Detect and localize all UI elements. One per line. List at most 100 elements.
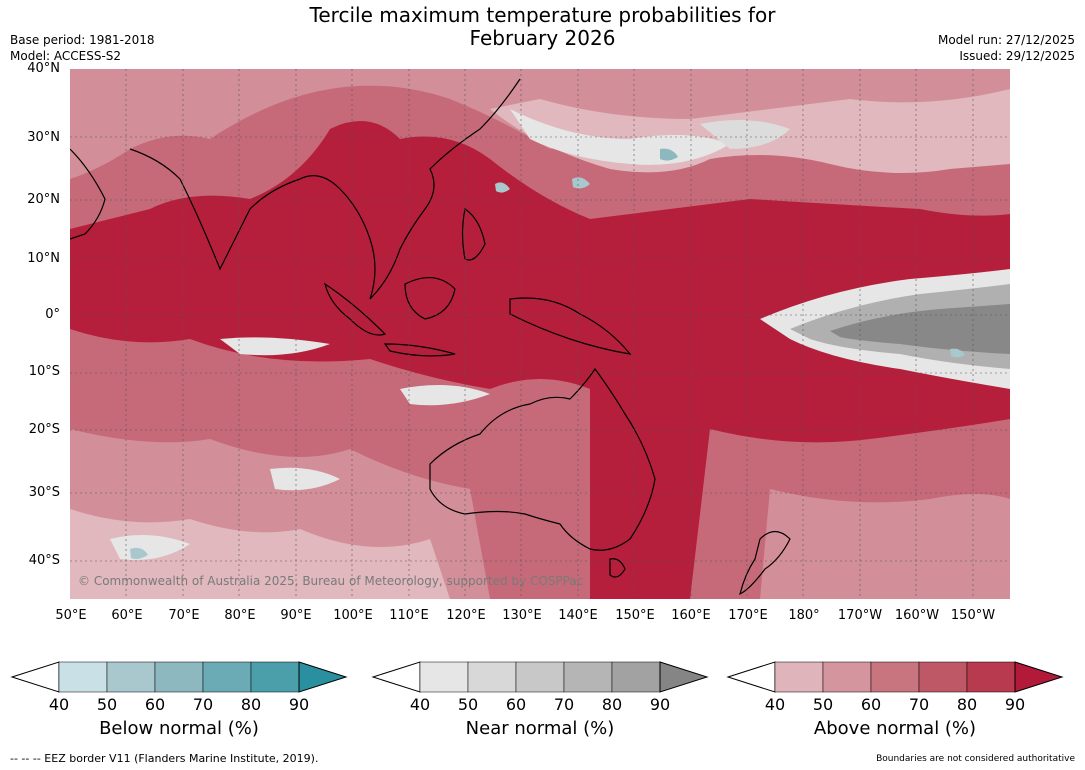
legend-swatch (966, 661, 1016, 693)
legend-tick: 80 (601, 695, 623, 714)
legend-near-normal-bar (371, 661, 709, 693)
java-outline (383, 343, 456, 357)
map-title: Tercile maximum temperature probabilitie… (0, 4, 1085, 50)
australia-outline (429, 367, 656, 551)
legend-swatch (774, 661, 824, 693)
legend-tick: 80 (956, 695, 978, 714)
lon-label: 180° (788, 608, 820, 623)
new-zealand-outline (739, 530, 791, 596)
legend-swatch (918, 661, 968, 693)
lon-label: 140°E (558, 608, 598, 623)
legend-title-below-normal: Below normal (%) (99, 718, 259, 739)
legend-swatch (659, 661, 709, 693)
lon-label: 110°E (389, 608, 429, 623)
meta-right: Model run: 27/12/2025 Issued: 29/12/2025 (938, 32, 1075, 64)
legend-tick: 90 (1004, 695, 1026, 714)
new-guinea-outline (509, 297, 632, 355)
eez-border-note: -- -- -- EEZ border V11 (Flanders Marine… (10, 752, 319, 765)
lat-label: 20°S (28, 422, 60, 437)
legend-above-normal-bar (726, 661, 1064, 693)
coastlines (70, 78, 791, 596)
legend-tick: 90 (288, 695, 310, 714)
sumatra-outline (324, 282, 387, 336)
legend-tick: 60 (505, 695, 527, 714)
legend-tick: 50 (96, 695, 118, 714)
legend-swatch (870, 661, 920, 693)
tasmania-outline (609, 558, 626, 578)
legend-area: 40 50 60 70 80 90 Below normal (%) 40 50… (0, 655, 1085, 755)
lon-label: 100°E (333, 608, 373, 623)
map-title-line2: February 2026 (469, 26, 616, 50)
legend-swatch (1014, 661, 1064, 693)
legend-swatch (154, 661, 204, 693)
legend-swatch (58, 661, 108, 693)
legend-tick: 60 (144, 695, 166, 714)
legend-swatch (298, 661, 348, 693)
lat-label: 20°N (27, 192, 60, 207)
legend-tick: 50 (812, 695, 834, 714)
legend-tick: 90 (649, 695, 671, 714)
lon-label: 150°W (950, 608, 996, 623)
southeast-asia-outline (339, 78, 521, 300)
lat-label: 30°N (27, 130, 60, 145)
legend-tick: 80 (240, 695, 262, 714)
graticule (70, 69, 1010, 599)
legend-tick: 40 (409, 695, 431, 714)
base-period-text: Base period: 1981-2018 (10, 33, 155, 47)
legend-swatch (563, 661, 613, 693)
lon-label: 130°E (502, 608, 542, 623)
legend-swatch (250, 661, 300, 693)
legend-swatch (467, 661, 517, 693)
legend-swatch (419, 661, 469, 693)
meta-left: Base period: 1981-2018 Model: ACCESS-S2 (10, 32, 155, 64)
legend-swatch (611, 661, 661, 693)
lon-label: 170°E (728, 608, 768, 623)
lat-label: 40°N (27, 61, 60, 76)
lat-label: 10°N (27, 251, 60, 266)
lat-label: 10°S (28, 364, 60, 379)
indian-subcontinent-outline (129, 148, 341, 271)
legend-swatch (822, 661, 872, 693)
legend-title-above-normal: Above normal (%) (813, 718, 977, 739)
borneo-outline (404, 277, 456, 320)
lon-label: 60°E (111, 608, 143, 623)
legend-tick: 70 (192, 695, 214, 714)
copyright-text: © Commonwealth of Australia 2025, Bureau… (78, 574, 584, 588)
boundaries-disclaimer: Boundaries are not considered authoritat… (876, 754, 1075, 764)
lat-label: 30°S (28, 485, 60, 500)
lon-label: 50°E (55, 608, 87, 623)
philippines-outline (461, 208, 486, 261)
lon-label: 170°W (837, 608, 883, 623)
legend-swatch (106, 661, 156, 693)
model-run-text: Model run: 27/12/2025 (937, 33, 1075, 47)
legend-swatch (202, 661, 252, 693)
above-normal-field (70, 69, 1010, 599)
legend-tick: 50 (457, 695, 479, 714)
lat-label: 40°S (28, 553, 60, 568)
legend-tick: 40 (764, 695, 786, 714)
legend-tick: 70 (908, 695, 930, 714)
lon-label: 160°E (671, 608, 711, 623)
legend-tick: 70 (553, 695, 575, 714)
lon-label: 80°E (224, 608, 256, 623)
legend-tick: 40 (48, 695, 70, 714)
legend-below-normal-bar (10, 661, 348, 693)
below-normal-field (130, 148, 965, 559)
lat-label: 0° (45, 307, 60, 322)
lon-label: 150°E (615, 608, 655, 623)
legend-swatch (515, 661, 565, 693)
arabia-outline (70, 148, 106, 240)
lon-label: 120°E (446, 608, 486, 623)
map-title-line1: Tercile maximum temperature probabilitie… (309, 3, 776, 27)
legend-colorbars (10, 661, 1064, 693)
probability-map (70, 69, 1010, 599)
lon-label: 70°E (168, 608, 200, 623)
issued-text: Issued: 29/12/2025 (959, 49, 1075, 63)
legend-title-near-normal: Near normal (%) (465, 718, 615, 739)
legend-tick: 60 (860, 695, 882, 714)
near-normal-field (110, 109, 1010, 560)
map-canvas (70, 69, 1010, 599)
lon-label: 90°E (280, 608, 312, 623)
model-text: Model: ACCESS-S2 (10, 49, 122, 63)
lon-label: 160°W (894, 608, 940, 623)
